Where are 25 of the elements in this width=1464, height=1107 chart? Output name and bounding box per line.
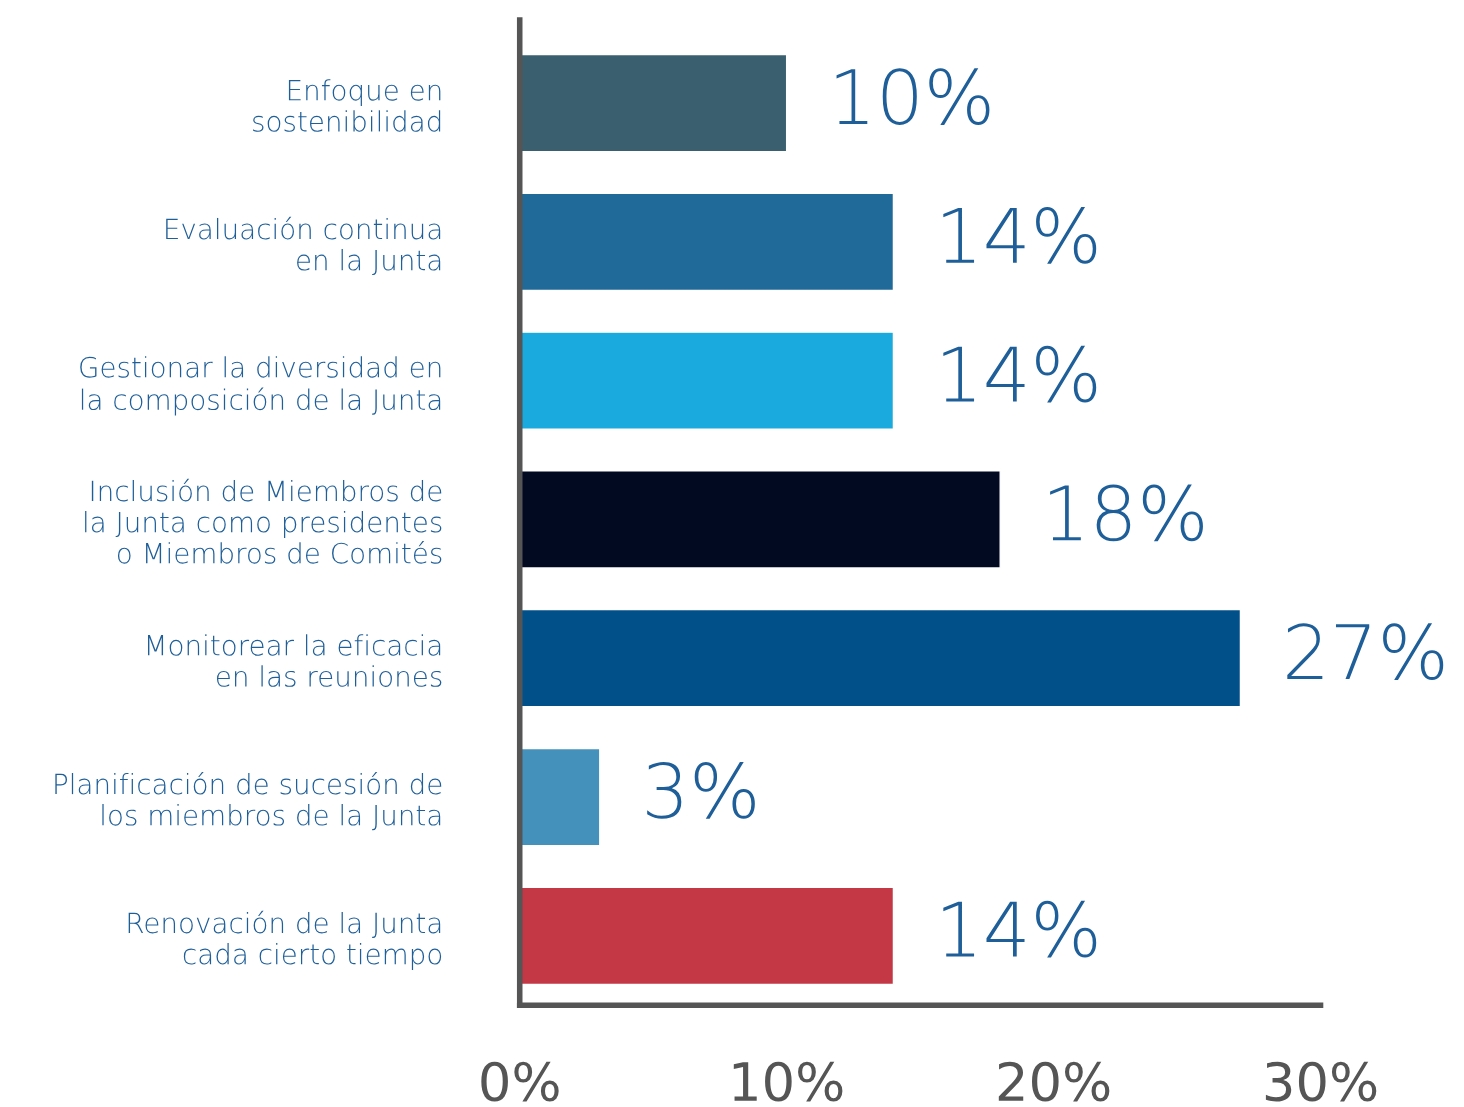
bar	[519, 53, 788, 153]
bar	[519, 747, 601, 847]
bar	[519, 192, 895, 292]
bar	[519, 886, 895, 986]
x-tick-label: 20%	[998, 1061, 1110, 1102]
bar	[519, 331, 895, 430]
x-tick-label: 30%	[1265, 1061, 1377, 1102]
data-label: 14%	[943, 345, 1097, 403]
y-tick-label: Gestionar la diversidad en la composición de la Junta	[80, 356, 441, 416]
y-tick-label: Planificación de sucesión de los miembros de la Junta	[55, 771, 442, 831]
y-tick-label: Monitorear la eficacia en las reuniones	[148, 634, 442, 687]
data-label: 10%	[836, 68, 990, 125]
bar	[519, 608, 1242, 708]
y-tick-label: Enfoque en sostenibilidad	[253, 79, 441, 132]
y-tick-label: Renovación de la Junta cada cierto tiempo	[128, 910, 442, 970]
bar	[519, 470, 1001, 569]
data-label: 18%	[1050, 484, 1203, 542]
y-tick-label: Inclusión de Miembros de la Junta como presidentes o Miembros de Comités	[85, 478, 442, 564]
data-label: 27%	[1287, 623, 1444, 681]
x-tick-label: 10%	[733, 1061, 843, 1102]
data-label: 14%	[943, 900, 1097, 958]
data-label: 3%	[647, 762, 755, 819]
x-tick-label: 0%	[481, 1061, 559, 1102]
data-label: 14%	[943, 206, 1097, 264]
y-tick-label: Evaluación continua en la Junta	[166, 216, 441, 276]
